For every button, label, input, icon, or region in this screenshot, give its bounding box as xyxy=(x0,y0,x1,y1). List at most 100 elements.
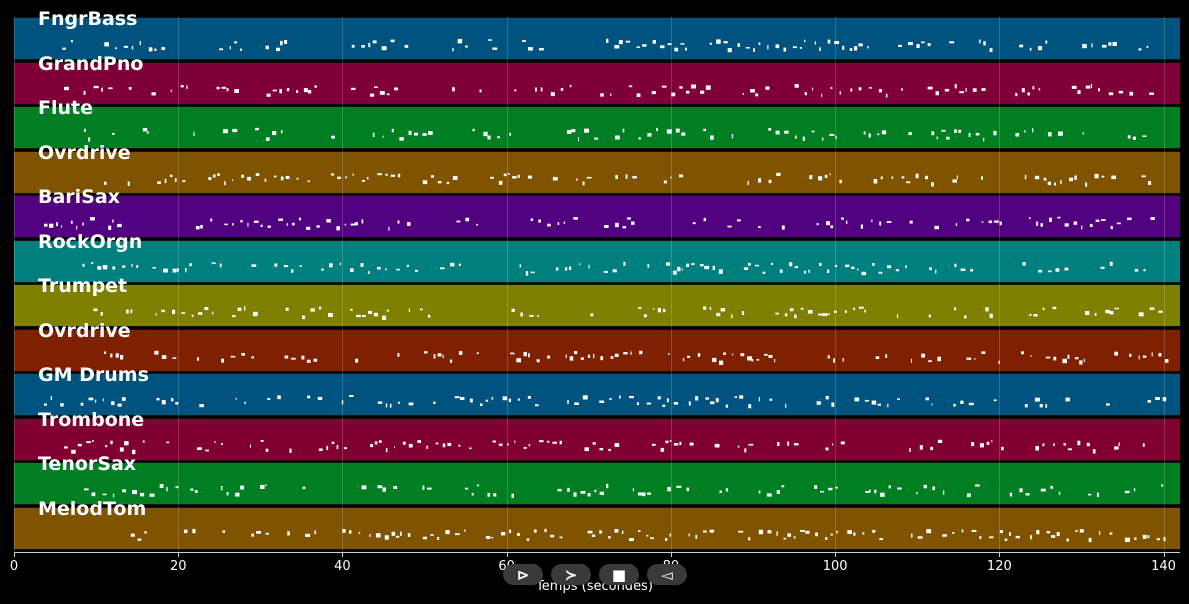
note-mark xyxy=(827,354,830,358)
note-mark xyxy=(213,173,216,177)
note-mark xyxy=(747,262,751,266)
note-marks xyxy=(104,350,1169,365)
note-mark xyxy=(172,356,177,359)
note-mark xyxy=(638,137,641,140)
note-mark xyxy=(643,314,647,318)
note-mark xyxy=(986,441,990,445)
note-mark xyxy=(794,314,797,319)
note-mark xyxy=(927,43,931,46)
track-label: Trombone xyxy=(38,408,145,431)
play-button[interactable]: ⊳ xyxy=(503,564,543,585)
note-mark xyxy=(193,131,195,136)
note-mark xyxy=(86,440,91,443)
note-mark xyxy=(280,176,284,180)
note-mark xyxy=(130,309,133,314)
note-mark xyxy=(402,441,406,445)
stop-icon: ■ xyxy=(611,565,627,584)
note-mark xyxy=(488,39,493,41)
note-mark xyxy=(330,173,335,175)
note-mark xyxy=(716,39,721,44)
note-mark xyxy=(709,307,712,310)
note-mark xyxy=(606,38,609,43)
note-mark xyxy=(758,490,761,494)
note-mark xyxy=(767,45,769,50)
note-mark xyxy=(557,488,562,492)
back-button[interactable]: ◅ xyxy=(647,564,687,585)
note-mark xyxy=(691,262,695,265)
note-mark xyxy=(762,271,766,274)
note-mark xyxy=(723,351,726,355)
note-mark xyxy=(510,352,515,354)
note-marks xyxy=(104,172,1152,187)
note-mark xyxy=(390,174,396,177)
note-mark xyxy=(818,313,823,316)
note-mark xyxy=(953,403,956,407)
note-mark xyxy=(591,534,596,537)
note-mark xyxy=(64,86,69,90)
note-mark xyxy=(679,174,684,177)
note-mark xyxy=(949,41,955,44)
note-mark xyxy=(450,262,455,266)
note-mark xyxy=(864,309,866,313)
note-mark xyxy=(386,309,389,312)
note-mark xyxy=(221,442,223,445)
note-mark xyxy=(299,217,302,221)
x-axis-label: Temps (secondes) xyxy=(536,579,653,594)
note-mark xyxy=(344,223,347,226)
note-mark xyxy=(1124,490,1130,494)
note-mark xyxy=(544,528,547,532)
note-mark xyxy=(960,268,966,271)
note-mark xyxy=(192,528,196,533)
note-mark xyxy=(1021,350,1024,354)
note-mark xyxy=(679,441,682,445)
note-mark xyxy=(83,90,86,95)
note-mark xyxy=(1034,397,1040,402)
note-mark xyxy=(1088,537,1092,542)
note-mark xyxy=(265,448,269,452)
note-mark xyxy=(491,536,493,539)
note-mark xyxy=(172,268,177,272)
note-mark xyxy=(769,398,773,401)
stop-button[interactable]: ■ xyxy=(599,564,639,585)
note-mark xyxy=(1064,267,1069,270)
note-mark xyxy=(983,41,986,46)
note-mark xyxy=(582,180,585,185)
note-mark xyxy=(1024,404,1028,408)
note-mark xyxy=(719,490,722,493)
note-mark xyxy=(487,135,491,140)
note-mark xyxy=(367,270,370,274)
note-mark xyxy=(460,397,465,400)
note-mark xyxy=(244,401,246,404)
forward-button[interactable]: ≻ xyxy=(551,564,591,585)
note-mark xyxy=(386,92,390,95)
note-mark xyxy=(44,403,47,406)
note-mark xyxy=(841,217,844,220)
note-mark xyxy=(942,490,945,495)
note-mark xyxy=(916,492,918,495)
note-mark xyxy=(660,45,665,49)
note-mark xyxy=(1001,446,1004,450)
note-mark xyxy=(1039,404,1043,408)
note-mark xyxy=(222,529,226,533)
note-mark xyxy=(991,439,993,442)
note-mark xyxy=(825,395,829,400)
note-mark xyxy=(608,535,611,538)
note-mark xyxy=(942,533,947,537)
note-mark xyxy=(590,313,594,317)
note-mark xyxy=(646,402,652,405)
note-mark xyxy=(700,90,705,94)
note-mark xyxy=(1075,529,1078,532)
note-mark xyxy=(1116,222,1121,225)
note-mark xyxy=(828,312,830,316)
x-tick-label: 40 xyxy=(334,559,351,574)
note-mark xyxy=(1034,175,1040,179)
note-mark xyxy=(493,493,497,497)
note-mark xyxy=(123,45,129,48)
note-mark xyxy=(952,531,955,534)
note-mark xyxy=(631,221,635,225)
note-mark xyxy=(921,353,925,358)
note-mark xyxy=(839,90,841,95)
note-mark xyxy=(928,314,931,318)
note-mark xyxy=(571,129,576,133)
note-mark xyxy=(614,45,620,49)
